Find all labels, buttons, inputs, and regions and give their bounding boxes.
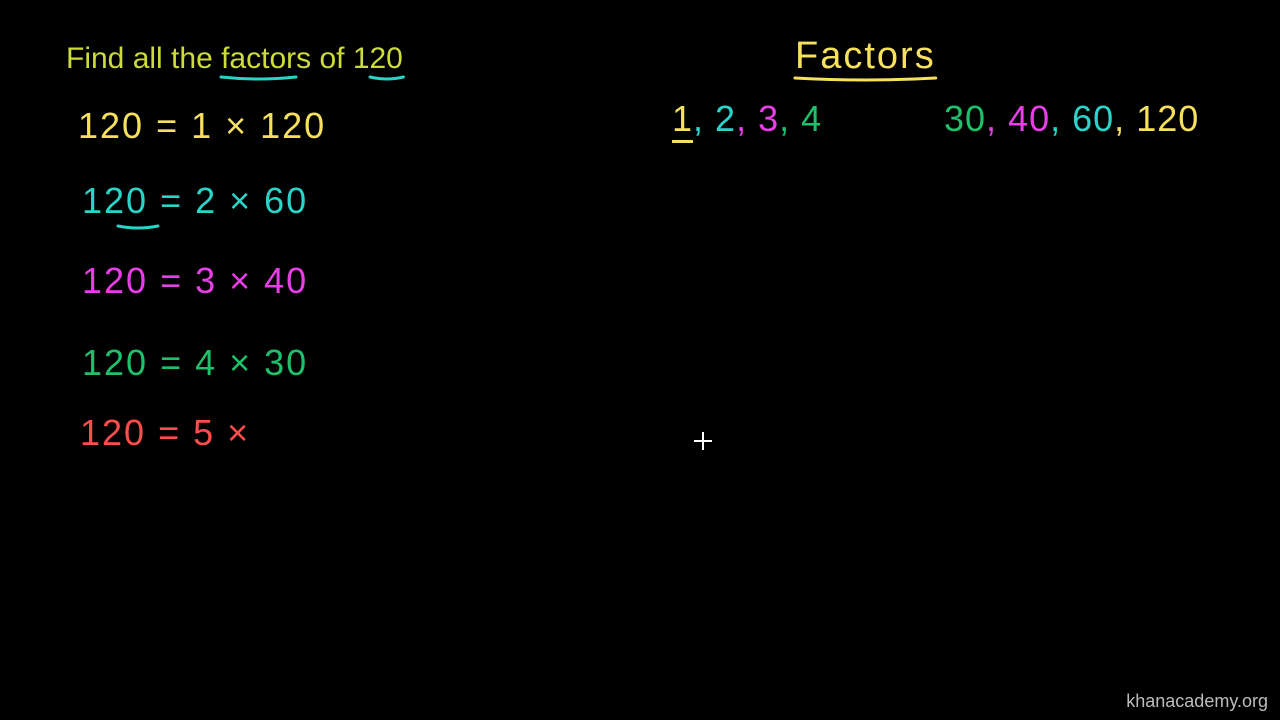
- separator: ,: [1050, 98, 1072, 139]
- equation-line-3: 120 = 3 × 40: [82, 260, 308, 302]
- separator: ,: [986, 98, 1008, 139]
- factor-value: 2: [715, 98, 736, 139]
- title-underline-20: [366, 73, 407, 85]
- equation-line-5: 120 = 5 ×: [80, 412, 250, 454]
- equation-line-1: 120 = 1 × 120: [78, 105, 326, 147]
- equation-line-2: 120 = 2 × 60: [82, 180, 308, 222]
- separator: ,: [736, 98, 758, 139]
- factor-value: 4: [801, 98, 822, 139]
- factor-value: 40: [1008, 98, 1050, 139]
- factor-value: 3: [758, 98, 779, 139]
- factors-heading-underline: [791, 74, 940, 86]
- separator: ,: [693, 98, 715, 139]
- factor-value: 60: [1072, 98, 1114, 139]
- problem-title: Find all the factors of 120: [66, 42, 403, 76]
- factor-value: 120: [1136, 98, 1199, 139]
- watermark: khanacademy.org: [1126, 691, 1268, 712]
- factor-value: 30: [944, 98, 986, 139]
- blackboard-canvas: Find all the factors of 120 120 = 1 × 12…: [0, 0, 1280, 720]
- separator: ,: [779, 98, 801, 139]
- equation-line-4: 120 = 4 × 30: [82, 342, 308, 384]
- separator: ,: [1114, 98, 1136, 139]
- factors-list-large: 30, 40, 60, 120: [944, 98, 1199, 140]
- factor-value: 1: [672, 98, 693, 143]
- title-underline-factor: [217, 73, 300, 85]
- eq2-underline: [114, 222, 162, 234]
- drawing-cursor-icon: [694, 432, 712, 450]
- factors-heading: Factors: [795, 35, 936, 78]
- factors-list-small: 1, 2, 3, 4: [672, 98, 822, 140]
